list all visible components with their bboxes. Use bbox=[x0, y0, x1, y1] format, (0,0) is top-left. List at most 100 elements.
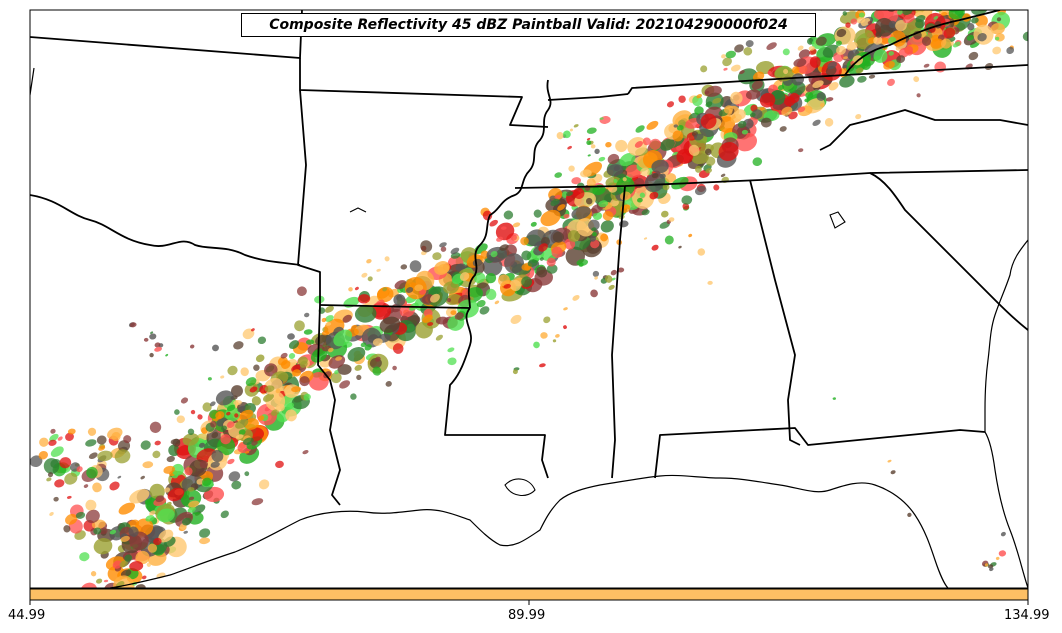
paintball bbox=[678, 95, 686, 103]
paintball bbox=[730, 91, 743, 105]
paintball bbox=[781, 106, 793, 116]
coastline bbox=[30, 67, 1028, 588]
paintball bbox=[573, 124, 579, 128]
paintball bbox=[207, 377, 212, 381]
paintball bbox=[915, 19, 925, 29]
paintball bbox=[971, 10, 988, 16]
paintball bbox=[500, 226, 507, 230]
paintball bbox=[580, 169, 592, 178]
paintball bbox=[791, 66, 800, 74]
paintball bbox=[722, 57, 732, 67]
paintball bbox=[93, 527, 102, 535]
paintball bbox=[75, 511, 86, 519]
paintball bbox=[994, 0, 1007, 9]
paintball bbox=[752, 157, 763, 167]
paintball bbox=[66, 495, 72, 499]
paintball bbox=[540, 209, 561, 227]
paintball bbox=[720, 173, 726, 178]
paintball bbox=[539, 363, 546, 368]
colorbar bbox=[29, 588, 1029, 601]
north-carolina-south-carolina-border bbox=[869, 109, 1028, 126]
paintball bbox=[244, 471, 250, 477]
paintball bbox=[1022, 31, 1028, 42]
paintball bbox=[165, 353, 169, 357]
florida-panhandle-border bbox=[654, 427, 986, 479]
paintball bbox=[153, 537, 162, 546]
paintball bbox=[473, 272, 486, 284]
paintball bbox=[120, 569, 132, 578]
paintball bbox=[971, 17, 979, 24]
lakes-and-islands bbox=[349, 207, 846, 496]
paintball bbox=[176, 415, 185, 424]
paintball bbox=[134, 518, 154, 536]
paintball bbox=[339, 380, 350, 389]
paintball bbox=[149, 421, 162, 433]
paintball bbox=[367, 276, 373, 282]
paintball bbox=[141, 575, 147, 580]
paintball bbox=[855, 67, 864, 74]
paintball bbox=[828, 81, 839, 91]
paintball bbox=[873, 49, 888, 63]
paintball bbox=[676, 145, 682, 151]
paintball bbox=[587, 154, 591, 157]
paintball bbox=[234, 413, 239, 418]
paintball bbox=[304, 312, 310, 318]
paintball bbox=[673, 124, 678, 128]
paintball bbox=[496, 236, 504, 242]
paintball bbox=[422, 314, 433, 323]
paintball bbox=[196, 478, 204, 485]
paintball bbox=[443, 281, 459, 294]
paintball bbox=[302, 449, 309, 455]
paintball bbox=[888, 20, 897, 29]
paintball bbox=[227, 365, 238, 376]
paintball bbox=[723, 67, 728, 71]
paintball bbox=[251, 440, 258, 446]
paintball bbox=[87, 427, 97, 436]
paintball bbox=[554, 172, 563, 178]
paintball bbox=[356, 374, 362, 380]
paintball bbox=[164, 487, 171, 493]
paintball bbox=[95, 578, 103, 584]
paintball bbox=[189, 344, 195, 349]
paintball bbox=[783, 68, 789, 75]
paintball bbox=[92, 482, 102, 493]
paintball bbox=[540, 332, 548, 339]
paintball bbox=[842, 64, 848, 69]
paintball bbox=[114, 449, 131, 464]
mississippi-river bbox=[467, 79, 552, 309]
paintball bbox=[99, 527, 108, 535]
paintball bbox=[610, 269, 617, 276]
paintball bbox=[820, 102, 825, 108]
paintball bbox=[641, 209, 650, 216]
paintball bbox=[221, 425, 227, 431]
paintball bbox=[372, 338, 383, 346]
paintball bbox=[419, 289, 427, 295]
paintball bbox=[613, 179, 618, 183]
paintball bbox=[900, 0, 909, 5]
paintball bbox=[53, 496, 59, 502]
paintball bbox=[556, 132, 564, 140]
paintball bbox=[573, 187, 585, 199]
paintball bbox=[887, 459, 892, 463]
paintball bbox=[868, 74, 876, 79]
paintball bbox=[299, 376, 310, 387]
paintball bbox=[327, 347, 334, 353]
paintball bbox=[660, 138, 675, 151]
paintball bbox=[661, 210, 669, 218]
paintball bbox=[931, 1, 940, 9]
paintball bbox=[146, 562, 151, 567]
paintball bbox=[85, 439, 97, 447]
paintball bbox=[979, 0, 996, 6]
paintball bbox=[567, 230, 580, 242]
paintball bbox=[835, 40, 842, 46]
paintball bbox=[333, 329, 353, 347]
mississippi-alabama-border bbox=[611, 185, 626, 479]
paintball bbox=[305, 339, 315, 345]
paintball bbox=[948, 10, 965, 20]
paintball bbox=[550, 198, 560, 207]
paintball bbox=[215, 390, 234, 406]
paintball bbox=[354, 286, 359, 291]
paintball bbox=[557, 204, 566, 211]
paintball bbox=[676, 125, 684, 131]
paintball bbox=[586, 140, 592, 146]
